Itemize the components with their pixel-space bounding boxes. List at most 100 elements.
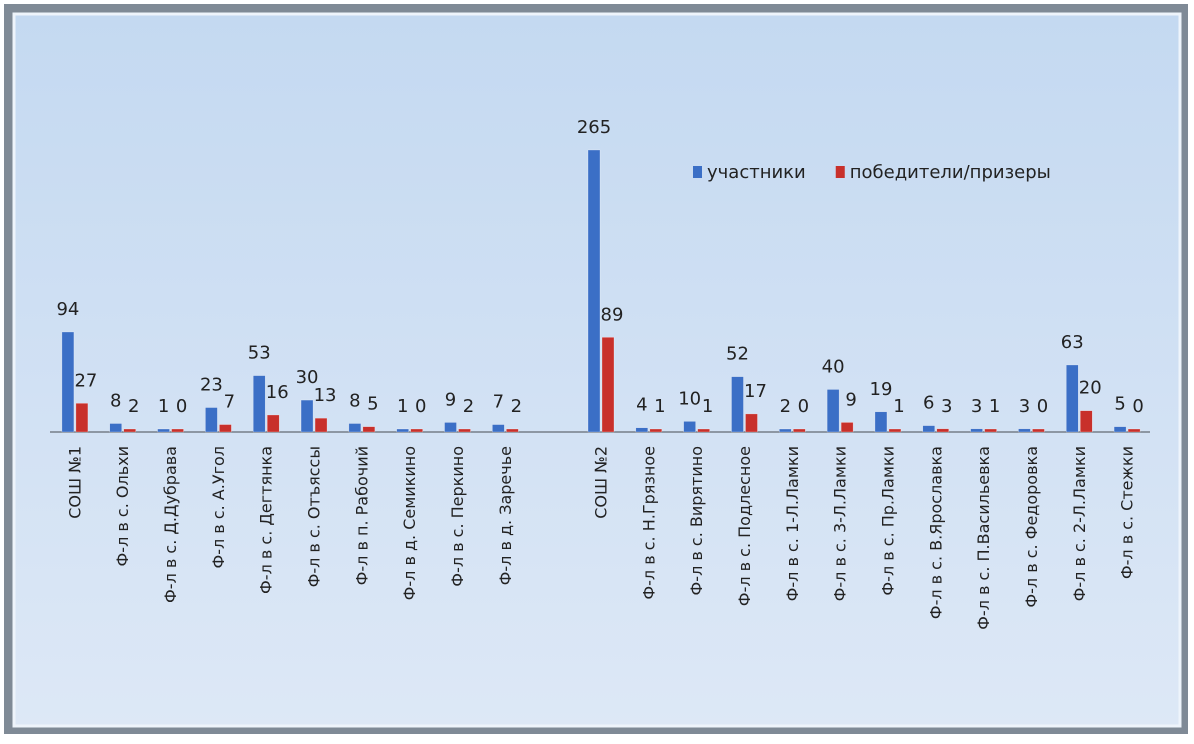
bar bbox=[683, 421, 696, 433]
x-tick-label: Ф-л в с. Д.Дубрава bbox=[161, 446, 180, 603]
value-label: 265 bbox=[577, 117, 611, 138]
value-label: 23 bbox=[200, 375, 223, 396]
value-label: 13 bbox=[314, 385, 337, 406]
bar bbox=[1018, 428, 1031, 433]
bar bbox=[205, 407, 218, 433]
value-label: 8 bbox=[349, 390, 360, 411]
bar bbox=[745, 413, 758, 433]
bar bbox=[300, 399, 314, 433]
x-tick-label: Ф-л в с. Отъяссы bbox=[305, 446, 324, 587]
bar bbox=[75, 403, 89, 433]
x-tick-label: Ф-л в с. 1-Л.Ламки bbox=[783, 446, 802, 601]
value-label: 0 bbox=[1037, 396, 1048, 417]
value-label: 1 bbox=[158, 396, 169, 417]
bar bbox=[492, 424, 505, 433]
bar bbox=[410, 428, 423, 433]
bar bbox=[1113, 426, 1127, 433]
bar bbox=[458, 428, 471, 433]
bar bbox=[601, 337, 615, 433]
bar bbox=[793, 428, 806, 433]
legend-swatch bbox=[835, 166, 845, 178]
value-label: 8 bbox=[110, 390, 121, 411]
bar bbox=[266, 414, 280, 433]
value-label: 19 bbox=[870, 379, 893, 400]
x-tick-label: Ф-л в с. А.Угол bbox=[209, 446, 228, 569]
bar bbox=[826, 389, 840, 433]
bar bbox=[444, 422, 457, 433]
bar bbox=[840, 422, 854, 433]
x-tick-label: Ф-л в с. Вирятино bbox=[687, 446, 706, 595]
bar bbox=[874, 411, 888, 433]
bar bbox=[984, 428, 997, 433]
x-tick-label: Ф-л в с. Ольхи bbox=[113, 446, 132, 566]
x-tick-label: Ф-л в с. П.Васильевка bbox=[974, 446, 993, 630]
value-label: 10 bbox=[678, 388, 701, 409]
x-tick-label: Ф-л в с. Н.Грязное bbox=[639, 446, 658, 600]
value-label: 4 bbox=[636, 395, 647, 416]
value-label: 94 bbox=[56, 299, 79, 320]
bar bbox=[697, 428, 710, 433]
value-label: 3 bbox=[971, 396, 982, 417]
value-label: 2 bbox=[780, 396, 791, 417]
x-tick-label: Ф-л в с. 2-Л.Ламки bbox=[1070, 446, 1089, 601]
x-tick-label: Ф-л в с. Стежки bbox=[1118, 446, 1137, 579]
value-label: 0 bbox=[798, 396, 809, 417]
value-label: 9 bbox=[445, 389, 456, 410]
value-label: 5 bbox=[1114, 394, 1125, 415]
value-label: 53 bbox=[248, 343, 271, 364]
x-tick-label: Ф-л в с. Перкино bbox=[448, 446, 467, 587]
bar bbox=[314, 417, 328, 433]
x-tick-label: Ф-л в д. Заречье bbox=[496, 446, 515, 585]
bar bbox=[171, 428, 184, 433]
value-label: 27 bbox=[74, 370, 97, 391]
x-tick-label: СОШ №2 bbox=[592, 446, 611, 519]
value-label: 3 bbox=[941, 396, 952, 417]
value-label: 30 bbox=[296, 367, 319, 388]
bar bbox=[123, 428, 136, 433]
value-label: 9 bbox=[845, 389, 856, 410]
value-label: 89 bbox=[601, 304, 624, 325]
legend-label: победители/призеры bbox=[850, 162, 1051, 183]
value-label: 6 bbox=[923, 393, 934, 414]
value-label: 63 bbox=[1061, 332, 1084, 353]
bar bbox=[219, 424, 232, 433]
bar bbox=[970, 428, 983, 433]
value-label: 1 bbox=[397, 396, 408, 417]
legend-swatch bbox=[693, 166, 702, 178]
value-label: 40 bbox=[822, 356, 845, 377]
value-label: 1 bbox=[989, 396, 1000, 417]
value-label: 7 bbox=[224, 392, 235, 413]
bar bbox=[936, 428, 950, 433]
value-label: 7 bbox=[493, 392, 504, 413]
value-label: 52 bbox=[726, 344, 749, 365]
value-label: 1 bbox=[654, 396, 665, 417]
bar bbox=[779, 428, 792, 433]
x-tick-label: Ф-л в с. Подлесное bbox=[735, 446, 754, 606]
bar bbox=[348, 423, 362, 433]
x-tick-label: Ф-л в с. 3-Л.Ламки bbox=[831, 446, 850, 601]
bar bbox=[1080, 410, 1093, 433]
bar bbox=[396, 428, 409, 433]
bar bbox=[922, 425, 936, 433]
value-label: 20 bbox=[1079, 378, 1102, 399]
bar bbox=[1127, 428, 1141, 433]
x-tick-label: Ф-л в п. Рабочий bbox=[352, 446, 371, 585]
bar bbox=[61, 331, 75, 433]
value-label: 2 bbox=[463, 396, 474, 417]
x-tick-label: СОШ №1 bbox=[65, 446, 84, 519]
bar bbox=[649, 428, 663, 433]
value-label: 1 bbox=[893, 396, 904, 417]
bar bbox=[731, 376, 744, 433]
bar bbox=[888, 428, 902, 433]
bar bbox=[1066, 364, 1079, 433]
value-label: 1 bbox=[702, 396, 713, 417]
bar bbox=[635, 427, 649, 433]
value-label: 2 bbox=[511, 396, 522, 417]
value-label: 17 bbox=[744, 381, 767, 402]
value-label: 0 bbox=[1132, 396, 1143, 417]
legend-label: участники bbox=[707, 162, 806, 183]
value-label: 0 bbox=[415, 396, 426, 417]
bar bbox=[362, 426, 376, 433]
